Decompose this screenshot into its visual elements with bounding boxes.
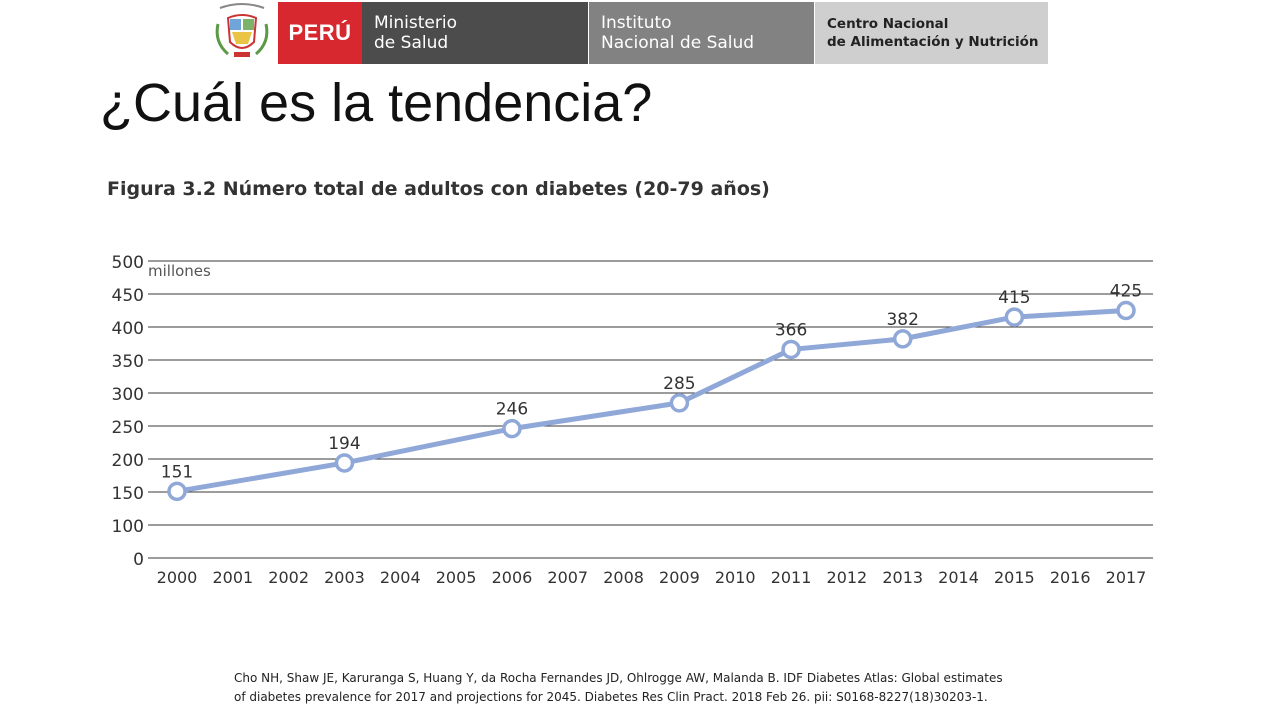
- data-label: 366: [775, 320, 807, 340]
- y-tick-label: 450: [112, 286, 144, 306]
- institute-line2: Nacional de Salud: [601, 33, 755, 53]
- data-point: [892, 329, 913, 349]
- figure-title: Figura 3.2 Número total de adultos con d…: [107, 178, 770, 200]
- x-tick-label: 2017: [1106, 568, 1147, 587]
- coat-of-arms-icon: [206, 2, 278, 64]
- x-tick-label: 2008: [603, 568, 644, 587]
- data-point: [669, 393, 690, 413]
- data-label: 194: [328, 434, 360, 454]
- center-block: Centro Nacional de Alimentación y Nutric…: [814, 2, 1048, 64]
- x-tick-label: 2003: [324, 568, 365, 587]
- x-tick-label: 2015: [994, 568, 1035, 587]
- series-line: [176, 308, 1127, 494]
- data-label: 415: [998, 288, 1030, 308]
- y-tick-label: 250: [112, 418, 144, 438]
- institute-block: Instituto Nacional de Salud: [588, 2, 814, 64]
- citation: Cho NH, Shaw JE, Karuranga S, Huang Y, d…: [234, 669, 1074, 707]
- y-tick-label: 400: [112, 319, 144, 339]
- y-tick-label: 350: [112, 352, 144, 372]
- x-tick-label: 2001: [212, 568, 253, 587]
- data-label: 151: [161, 462, 193, 482]
- x-tick-label: 2012: [827, 568, 868, 587]
- data-label: 382: [886, 310, 918, 330]
- ministry-block: Ministerio de Salud: [362, 2, 588, 64]
- x-tick-label: 2005: [436, 568, 477, 587]
- y-tick-label: 0: [133, 550, 144, 570]
- x-tick-label: 2013: [882, 568, 923, 587]
- citation-line2: of diabetes prevalence for 2017 and proj…: [234, 690, 988, 704]
- data-point: [781, 339, 801, 360]
- institute-line1: Instituto: [601, 13, 672, 33]
- x-tick-label: 2007: [547, 568, 588, 587]
- center-line1: Centro Nacional: [827, 16, 949, 32]
- x-tick-label: 2009: [659, 568, 700, 587]
- data-point: [502, 418, 522, 439]
- x-tick-label: 2002: [268, 568, 309, 587]
- x-tick-label: 2006: [492, 568, 533, 587]
- y-tick-label: 150: [112, 484, 144, 504]
- slide-title: ¿Cuál es la tendencia?: [100, 73, 653, 133]
- y-axis-unit-label: millones: [148, 262, 211, 280]
- center-line2: de Alimentación y Nutrición: [827, 34, 1039, 50]
- data-label: 285: [663, 374, 695, 394]
- ministry-line2: de Salud: [374, 33, 449, 53]
- data-point: [1004, 307, 1025, 327]
- x-tick-label: 2010: [715, 568, 756, 587]
- y-tick-label: 500: [112, 253, 144, 273]
- y-tick-label: 100: [112, 517, 144, 537]
- x-tick-label: 2011: [771, 568, 812, 587]
- data-label: 425: [1110, 282, 1142, 302]
- y-tick-label: 200: [112, 451, 144, 471]
- data-point: [1116, 300, 1136, 321]
- ministry-line1: Ministerio: [374, 13, 457, 33]
- peru-brand-block: PERÚ: [278, 2, 362, 64]
- data-point: [167, 481, 187, 502]
- y-tick-label: 300: [112, 385, 144, 405]
- x-tick-label: 2016: [1050, 568, 1091, 587]
- data-point: [334, 453, 355, 473]
- x-tick-label: 2004: [380, 568, 421, 587]
- x-tick-label: 2014: [938, 568, 979, 587]
- data-label: 246: [496, 400, 528, 420]
- x-tick-label: 2000: [157, 568, 198, 587]
- header-logo-banner: PERÚ Ministerio de Salud Instituto Nacio…: [206, 2, 1048, 64]
- citation-line1: Cho NH, Shaw JE, Karuranga S, Huang Y, d…: [234, 671, 1003, 685]
